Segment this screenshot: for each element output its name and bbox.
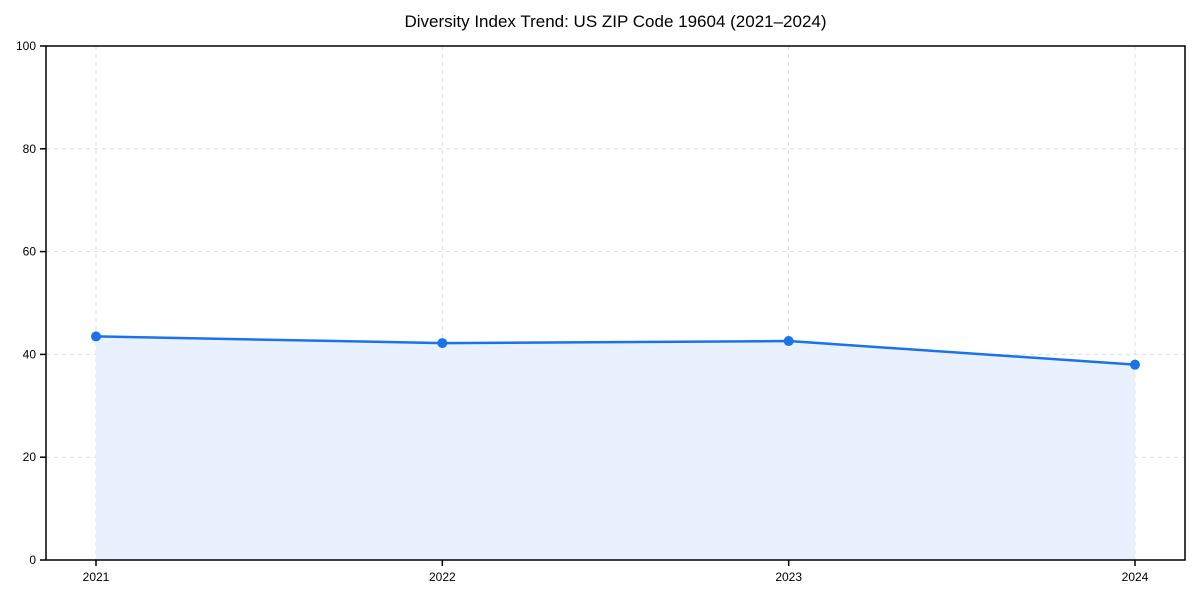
y-tick-label: 100 <box>16 39 36 53</box>
x-tick-label: 2024 <box>1122 570 1149 584</box>
chart-title: Diversity Index Trend: US ZIP Code 19604… <box>404 12 827 31</box>
data-point-marker <box>91 331 101 342</box>
data-point-marker <box>437 338 448 349</box>
plot-border <box>45 45 1186 561</box>
y-tick-label: 0 <box>29 553 36 567</box>
y-tick-label: 60 <box>23 245 37 259</box>
data-point-marker <box>783 336 794 347</box>
data-point-marker <box>1130 359 1140 370</box>
y-tick-label: 40 <box>23 347 37 361</box>
x-tick-label: 2022 <box>429 570 456 584</box>
y-tick-label: 20 <box>23 450 37 464</box>
trend-line <box>94 335 1137 366</box>
area-fill <box>96 336 1135 560</box>
y-tick-label: 80 <box>23 142 37 156</box>
x-tick-label: 2023 <box>775 570 802 584</box>
x-tick-label: 2021 <box>83 570 110 584</box>
